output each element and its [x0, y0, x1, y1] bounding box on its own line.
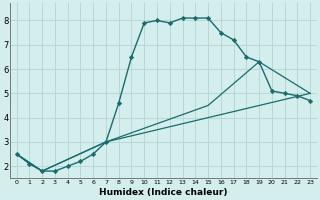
X-axis label: Humidex (Indice chaleur): Humidex (Indice chaleur): [99, 188, 228, 197]
